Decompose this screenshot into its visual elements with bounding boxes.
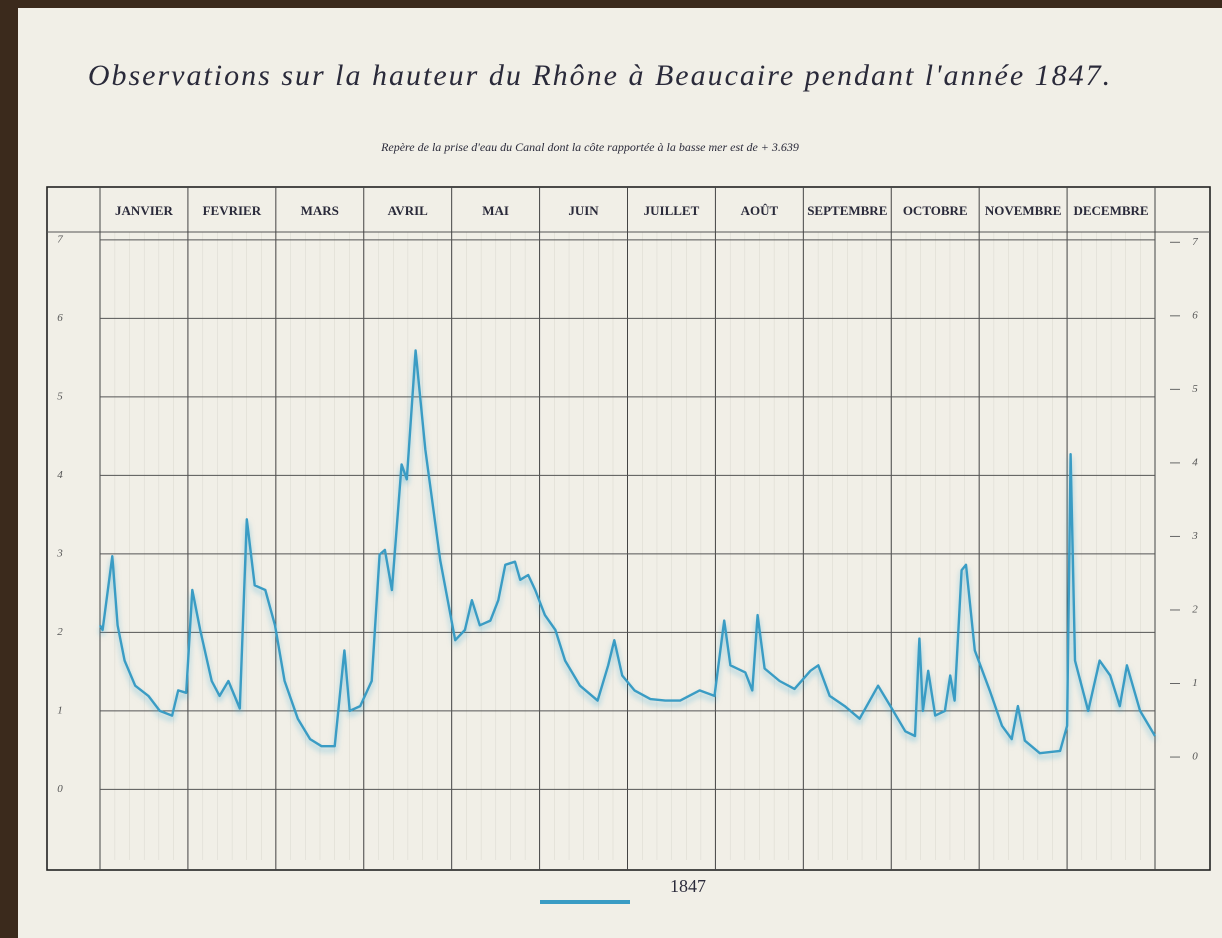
month-label: NOVEMBRE [985,203,1062,218]
y-tick-label: 4 [57,469,63,481]
month-label: AVRIL [388,203,429,218]
y-tick-label: 2 [57,626,63,638]
y-tick-label: 1 [57,704,63,716]
month-label: DECEMBRE [1073,203,1148,218]
y2-tick-label: 1 [1192,677,1198,689]
month-label: JUIN [568,203,599,218]
y2-tick-label: 3 [1191,530,1198,542]
month-label: AOÛT [741,203,779,218]
y2-tick-label: 7 [1192,236,1198,248]
chart-title: Observations sur la hauteur du Rhône à B… [88,59,1112,92]
chart-subtitle: Repère de la prise d'eau du Canal dont l… [380,140,799,154]
month-label: MAI [482,203,509,218]
y-tick-label: 7 [57,233,63,245]
chart: Observations sur la hauteur du Rhône à B… [0,0,1222,938]
y-tick-label: 3 [56,547,63,559]
y2-tick-label: 5 [1192,383,1198,395]
y2-tick-label: 2 [1192,604,1198,616]
y-tick-label: 5 [57,390,63,402]
y2-tick-label: 4 [1192,456,1198,468]
month-label: FEVRIER [203,203,262,218]
legend-label: 1847 [670,876,706,896]
y2-tick-label: 6 [1192,309,1198,321]
month-label: JANVIER [115,203,173,218]
y-tick-label: 6 [57,312,63,324]
month-label: JUILLET [644,203,700,218]
month-label: SEPTEMBRE [807,203,887,218]
y2-tick-label: 0 [1192,751,1198,763]
month-label: OCTOBRE [903,203,968,218]
month-label: MARS [301,203,339,218]
y-tick-label: 0 [57,783,63,795]
